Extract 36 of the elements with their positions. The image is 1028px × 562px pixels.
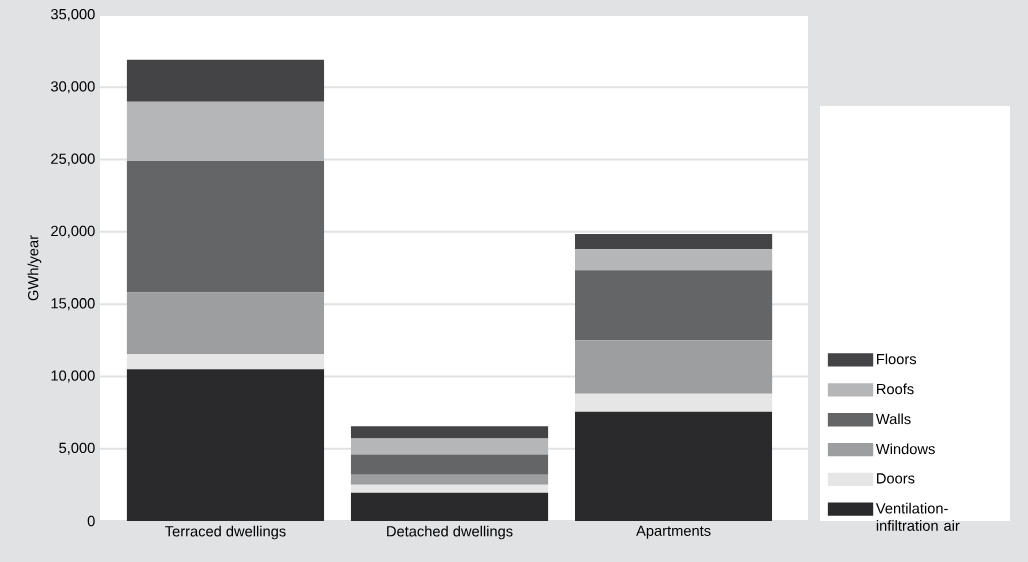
y-tick-label: 5,000: [59, 442, 95, 455]
bar: [350, 426, 549, 439]
bar: [350, 438, 549, 455]
bar: [575, 411, 773, 521]
bar: [575, 234, 773, 250]
x-tick-label: Detached dwellings: [387, 525, 513, 540]
bar: [575, 249, 773, 271]
bar: [575, 270, 773, 341]
legend-label: Floors: [877, 353, 917, 365]
y-tick-label: 30,000: [51, 81, 95, 94]
bar: [575, 393, 773, 412]
legend-label: Ventilation-infiltration air: [875, 502, 960, 531]
bar: [350, 474, 549, 485]
y-tick-label: 10,000: [51, 370, 95, 383]
bar: [126, 101, 325, 162]
bar: [126, 292, 325, 355]
bar: [126, 161, 325, 293]
legend-label: Roofs: [877, 383, 914, 395]
x-tick-label: Apartments: [636, 525, 711, 539]
bar: [350, 454, 549, 475]
bar: [126, 354, 325, 370]
bar: [350, 492, 549, 521]
y-axis-title: GWh/year: [27, 235, 42, 301]
legend-label: Doors: [877, 473, 915, 484]
bar: [575, 340, 773, 394]
y-tick-label: 25,000: [51, 153, 95, 166]
bar: [350, 484, 549, 493]
legend-label: Walls: [875, 413, 911, 425]
y-tick-label: 0: [87, 515, 95, 527]
x-tick-label: Terraced dwellings: [165, 525, 286, 540]
y-tick-label: 20,000: [51, 225, 95, 238]
y-tick-label: 15,000: [51, 298, 95, 311]
legend-label: Windows: [875, 443, 935, 455]
y-tick-label: 35,000: [51, 8, 95, 22]
bar: [126, 369, 325, 521]
bar: [126, 59, 325, 102]
